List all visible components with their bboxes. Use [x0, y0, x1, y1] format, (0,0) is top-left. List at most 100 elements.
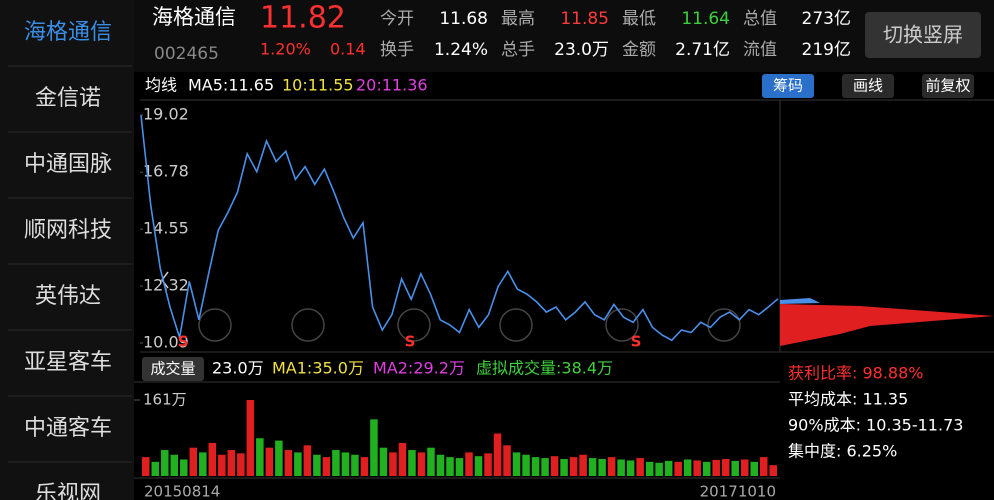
ma10: 10:11.55 — [282, 76, 354, 95]
volume-bar — [370, 419, 378, 476]
ma5: MA5:11.65 — [188, 76, 274, 95]
volume-bar — [493, 433, 502, 476]
y-tick-label: 19.02 — [143, 105, 189, 124]
concentration: 集中度: 6.25% — [788, 442, 897, 461]
sidebar-item[interactable]: 亚星客车 — [24, 350, 112, 375]
volume-bar — [284, 450, 293, 476]
chart-button[interactable] — [842, 74, 894, 98]
stat-label: 最高 — [501, 9, 535, 29]
chart-button-label[interactable]: 前复权 — [925, 77, 970, 95]
volume-bar — [360, 457, 369, 476]
profit-ratio: 获利比率: 98.88% — [788, 364, 924, 383]
volume: 23.0万 — [212, 359, 264, 378]
volume-bar — [674, 461, 682, 476]
volume-bar — [142, 457, 150, 476]
ma20: 20:11.36 — [356, 76, 428, 95]
stock-code: 002465 — [154, 44, 219, 64]
signal-mark: S — [405, 333, 416, 351]
volume-bar — [246, 400, 255, 476]
volume-bar — [484, 453, 492, 476]
sidebar-item[interactable]: 中通国脉 — [24, 152, 112, 177]
volume-bar — [417, 452, 426, 476]
chip-shape — [780, 304, 994, 346]
volume-bar — [731, 460, 739, 476]
chart-button[interactable] — [762, 74, 814, 98]
volume-bar — [237, 453, 245, 476]
volume-bar — [750, 461, 758, 476]
stat-value: 219亿 — [802, 40, 851, 60]
chart-button-label[interactable]: 画线 — [853, 77, 883, 95]
volume-bar — [436, 454, 445, 476]
stat-label: 今开 — [380, 9, 414, 29]
virtual-volume: 虚拟成交量:38.4万 — [476, 359, 613, 378]
volume-bar — [180, 459, 188, 476]
sidebar-item[interactable]: 金信诺 — [35, 86, 101, 111]
volume-bar — [664, 460, 673, 476]
stat-value: 273亿 — [802, 9, 851, 29]
volume-bar — [598, 459, 606, 476]
sidebar-item[interactable]: 中通客车 — [24, 416, 112, 441]
y-tick-label: 12.32 — [143, 276, 189, 295]
switch-button-label[interactable]: 切换竖屏 — [883, 23, 963, 47]
volume-bar — [645, 461, 654, 476]
volume-bar — [446, 457, 454, 476]
chip-profit-shape — [780, 298, 820, 304]
stat-value: 11.85 — [560, 9, 609, 29]
change-pct: 1.20% — [260, 40, 311, 59]
volume-bar — [702, 461, 711, 476]
sidebar-item[interactable]: 海格通信 — [24, 20, 112, 45]
volume-bar — [427, 447, 435, 476]
volume-bar — [199, 452, 207, 476]
volume-bar — [569, 457, 578, 476]
volume-button[interactable] — [142, 357, 204, 381]
stat-label: 换手 — [380, 40, 414, 60]
volume-bar — [474, 456, 483, 476]
volume-bar — [389, 452, 397, 476]
chart-button[interactable] — [922, 74, 974, 98]
volume-bar — [721, 459, 730, 476]
start-date: 20150814 — [144, 483, 220, 500]
volume-bar — [151, 461, 160, 476]
volume-bar — [655, 462, 663, 476]
volume-bar — [313, 454, 321, 476]
volume-bar — [455, 458, 464, 476]
volume-bar — [170, 454, 179, 476]
volume-bar — [759, 457, 768, 476]
stat-label: 总手 — [501, 40, 535, 60]
volume-bar — [560, 459, 568, 476]
stock-name: 海格通信 — [152, 5, 236, 29]
y-tick-label: 14.55 — [143, 219, 189, 238]
volume-button-label[interactable]: 成交量 — [150, 360, 195, 378]
volume-bar — [294, 452, 302, 476]
volume-bar — [769, 465, 777, 476]
ma-label: 均线 — [145, 76, 177, 95]
stat-label: 金额 — [622, 40, 656, 60]
volume-bar — [531, 457, 540, 476]
sidebar-item[interactable]: 顺网科技 — [24, 218, 112, 243]
price-chart — [140, 99, 994, 353]
volume-bar — [218, 454, 226, 476]
stat-label: 最低 — [622, 9, 656, 29]
y-tick-label: 16.78 — [143, 162, 189, 181]
switch-button[interactable] — [865, 12, 981, 58]
volume-bar — [303, 445, 312, 476]
volume-bar — [161, 450, 169, 476]
volume-bar — [227, 450, 236, 476]
cost-90: 90%成本: 10.35-11.73 — [788, 416, 963, 435]
chart-button-label[interactable]: 筹码 — [773, 77, 803, 95]
volume-bar — [351, 454, 359, 476]
volume-bar — [465, 452, 473, 476]
volume-bar — [208, 442, 217, 476]
sidebar-item[interactable]: 英伟达 — [35, 284, 101, 309]
volume-bar — [332, 450, 340, 476]
stat-value: 11.64 — [681, 9, 730, 29]
volume-bar — [275, 440, 283, 476]
sidebar-item[interactable]: 乐视网 — [35, 482, 101, 500]
stock-price: 11.82 — [260, 1, 346, 36]
volume-bar — [683, 459, 692, 476]
volume-bar — [408, 450, 416, 476]
stat-value: 23.0万 — [554, 40, 609, 60]
stat-value: 1.24% — [434, 40, 488, 60]
volume-bar — [607, 457, 616, 476]
y-tick-label: 10.09 — [143, 333, 189, 352]
